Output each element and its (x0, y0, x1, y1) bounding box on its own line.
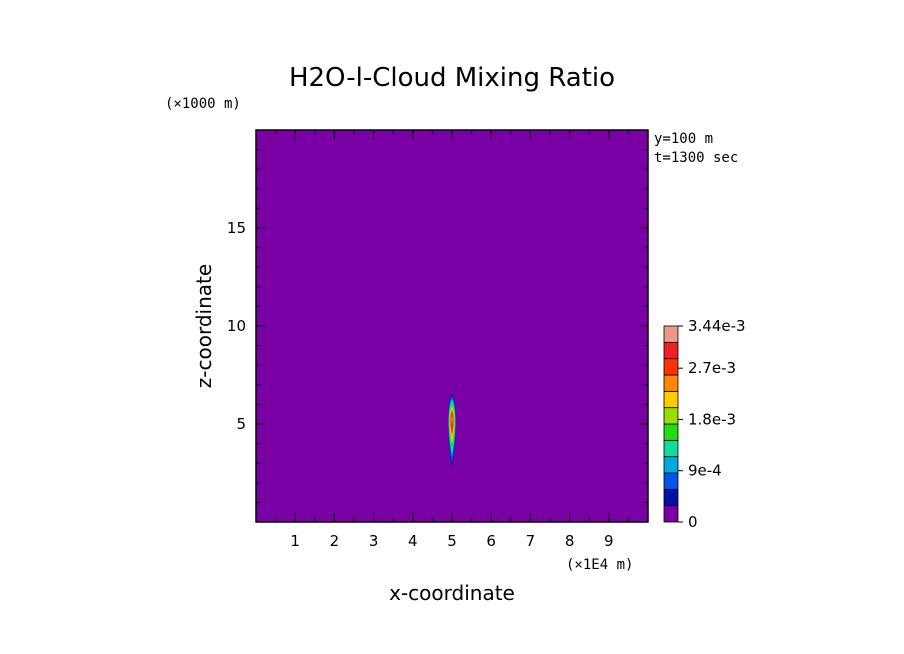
y-tick-label: 10 (227, 317, 246, 335)
colorbar-segment-1 (663, 505, 679, 523)
colorbar-segment-10 (663, 358, 679, 376)
x-tick-label: 5 (447, 532, 457, 550)
colorbar-segment-8 (663, 390, 679, 409)
colorbar-label: 9e-4 (688, 462, 722, 480)
x-tick-label: 4 (408, 532, 418, 550)
colorbar-segment-11 (663, 341, 679, 360)
y-unit-label: (×1000 m) (165, 96, 241, 112)
info-y-label: y=100 m (654, 131, 713, 147)
colorbar-label: 0 (688, 513, 698, 531)
x-tick-label: 3 (369, 532, 379, 550)
colorbar-segment-7 (663, 407, 679, 425)
colorbar-segment-5 (663, 439, 679, 458)
plot-area: 1 2 3 4 5 6 7 8 9 5 10 15 (227, 129, 649, 550)
plume-contour-11 (451, 416, 453, 424)
colorbar-segment-6 (663, 423, 679, 441)
colorbar-segment-9 (663, 374, 679, 392)
colorbar-label: 1.8e-3 (688, 410, 736, 428)
y-tick-label: 15 (227, 219, 246, 237)
x-tick-label: 9 (604, 532, 614, 550)
y-axis-label: z-coordinate (192, 264, 216, 388)
colorbar-segment-12 (663, 325, 679, 343)
x-tick-label: 2 (330, 532, 340, 550)
y-tick-label: 5 (236, 415, 246, 433)
colorbar-label: 2.7e-3 (688, 359, 736, 377)
colorbar-segment-2 (663, 488, 679, 507)
x-tick-label: 1 (290, 532, 300, 550)
x-tick-label: 8 (565, 532, 575, 550)
chart-title: H2O-l-Cloud Mixing Ratio (289, 63, 615, 93)
colorbar-label: 3.44e-3 (688, 317, 746, 335)
colorbar-segment-4 (663, 456, 679, 474)
x-tick-label: 7 (526, 532, 536, 550)
colorbar-segment-3 (663, 472, 679, 490)
x-axis-label: x-coordinate (389, 581, 515, 605)
x-unit-label: (×1E4 m) (566, 557, 633, 573)
colorbar: 0 9e-4 1.8e-3 2.7e-3 3.44e-3 (663, 317, 746, 531)
info-t-label: t=1300 sec (654, 150, 738, 166)
x-tick-label: 6 (486, 532, 496, 550)
